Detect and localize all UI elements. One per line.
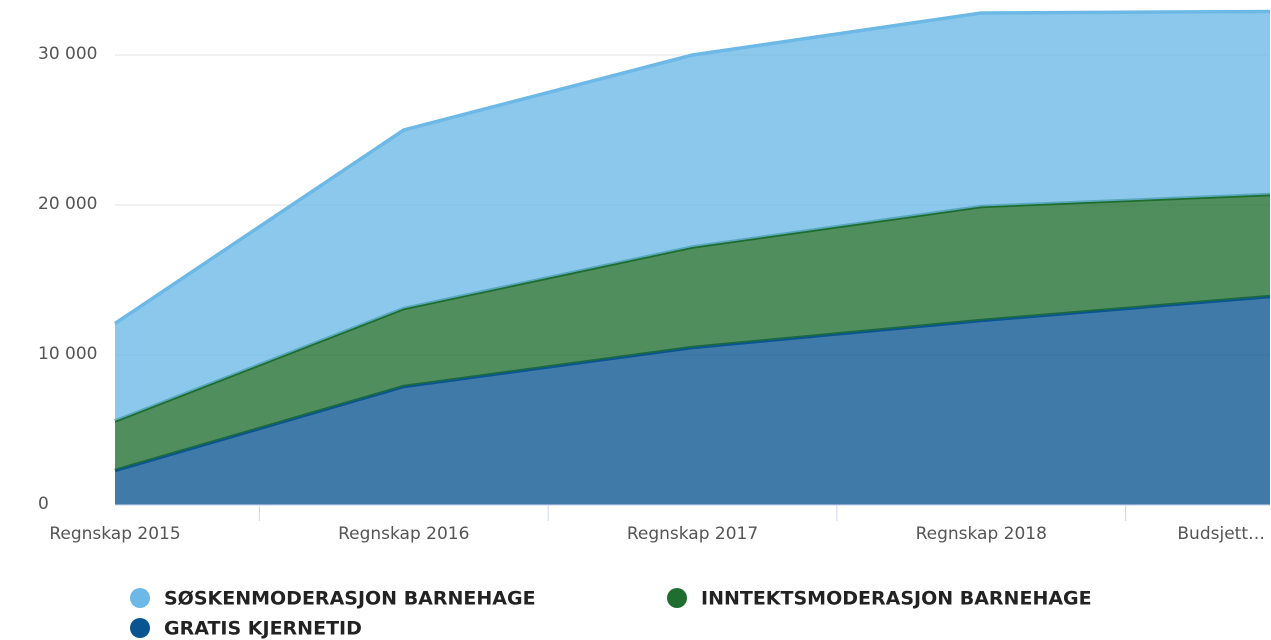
legend-marker [130,618,150,638]
area-line [114,9,1271,325]
legend-label: SØSKENMODERASJON BARNEHAGE [164,588,536,610]
x-tick-label: Regnskap 2016 [338,524,469,544]
area [115,296,1270,505]
x-tick-label: Regnskap 2015 [49,524,180,544]
x-tick-label: Regnskap 2017 [627,524,758,544]
legend-marker [667,588,687,608]
y-tick-label: 10 000 [38,344,97,364]
area [115,11,1270,421]
y-tick-label: 20 000 [38,194,97,214]
y-tick-label: 0 [38,494,49,514]
x-tick-label: Budsjett… [1177,524,1265,544]
legend-label: INNTEKTSMODERASJON BARNEHAGE [701,588,1092,610]
legend-label: GRATIS KJERNETID [164,618,362,640]
x-tick-label: Regnskap 2018 [916,524,1047,544]
y-tick-label: 30 000 [38,44,97,64]
area [115,194,1270,471]
legend-marker [130,588,150,608]
